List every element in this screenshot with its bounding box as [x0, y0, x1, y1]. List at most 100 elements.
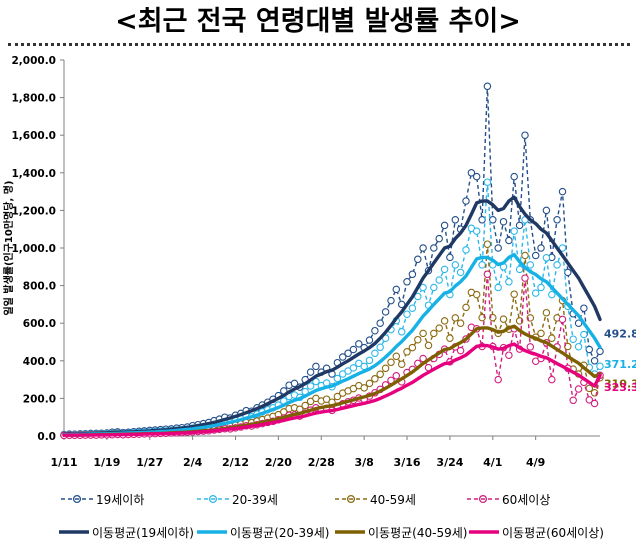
data-point	[403, 348, 411, 356]
data-point	[564, 342, 572, 351]
legend-item-60plus: 60세이상	[466, 487, 550, 511]
x-tick-label: 4/1	[483, 456, 502, 469]
data-point	[414, 292, 422, 301]
data-point	[596, 362, 604, 371]
end-value-label: 492.8	[604, 327, 636, 340]
legend-item-40-59: 40-59세	[334, 487, 416, 511]
data-point	[548, 375, 556, 384]
data-point	[446, 334, 454, 342]
data-point	[531, 251, 540, 260]
legend-swatch-ma-u19	[59, 530, 89, 534]
data-point	[376, 319, 384, 327]
legend-swatch-ma-60plus	[469, 530, 499, 534]
data-point	[301, 401, 309, 410]
legend-item-ma-u19: 이동평균(19세이하)	[58, 520, 194, 544]
data-point	[376, 343, 384, 352]
series-line	[63, 181, 601, 436]
data-point	[371, 375, 379, 383]
data-point	[467, 169, 476, 177]
y-tick-label: 2,000.0	[11, 55, 56, 67]
data-point	[451, 216, 460, 224]
data-point	[558, 187, 567, 196]
data-point	[548, 334, 556, 342]
data-point	[446, 253, 454, 262]
data-point	[462, 303, 470, 312]
data-point	[494, 375, 502, 384]
data-point	[483, 240, 492, 248]
data-point	[419, 283, 427, 292]
legend-item-ma-40-59: 이동평균(40-59세)	[334, 520, 467, 544]
data-point	[590, 399, 599, 408]
data-point	[333, 374, 342, 383]
data-point	[553, 216, 561, 224]
end-value-label: 323.3	[604, 381, 636, 394]
data-point	[306, 368, 315, 376]
x-tick-label: 2/12	[222, 456, 249, 469]
data-point	[397, 360, 406, 368]
data-point	[456, 319, 465, 327]
y-tick-label: 1,800.0	[11, 93, 56, 105]
data-point	[306, 382, 315, 390]
data-point	[333, 392, 342, 401]
data-point	[430, 283, 438, 292]
data-point	[585, 396, 594, 404]
data-point	[435, 276, 443, 284]
data-point	[387, 358, 395, 367]
data-point	[494, 283, 502, 292]
data-point	[435, 324, 443, 332]
legend-item-ma-60plus: 이동평균(60세이상)	[468, 520, 604, 544]
legend-row-series: 19세이하 20-39세 40-59세 60세이상	[0, 487, 636, 511]
data-point	[462, 197, 470, 205]
end-value-label: 371.2	[604, 358, 636, 371]
data-point	[312, 362, 320, 371]
legend-swatch-ma-40-59	[335, 530, 365, 534]
data-point	[558, 315, 567, 324]
data-point	[515, 221, 524, 230]
y-tick-label: 1,600.0	[11, 130, 56, 142]
x-tick-label: 2/20	[265, 456, 292, 469]
data-point	[451, 314, 460, 322]
data-point	[580, 304, 588, 312]
data-point	[521, 131, 529, 139]
data-point	[462, 246, 470, 254]
data-point	[403, 310, 411, 318]
data-point	[483, 178, 492, 186]
data-point	[483, 270, 492, 279]
y-axis-title: 일일 발생률(인구10만명당, 명)	[2, 180, 15, 315]
data-point	[505, 278, 513, 286]
data-point	[419, 329, 427, 338]
data-point	[564, 268, 572, 277]
data-point	[478, 261, 486, 269]
data-point	[456, 268, 465, 277]
data-point	[381, 308, 390, 316]
data-point	[408, 270, 417, 279]
data-point	[365, 356, 374, 365]
data-point	[456, 346, 465, 355]
data-point	[499, 217, 508, 226]
legend-row-moving-average: 이동평균(19세이하) 이동평균(20-39세) 이동평균(40-59세) 이동…	[0, 520, 636, 544]
data-point	[521, 251, 529, 260]
y-tick-label: 600.0	[23, 318, 56, 330]
data-point	[590, 357, 599, 365]
data-point	[596, 347, 604, 356]
x-tick-label: 2/28	[308, 456, 335, 469]
data-point	[505, 236, 513, 245]
data-point	[290, 379, 299, 388]
legend-label-ma-u19: 이동평균(19세이하)	[92, 525, 194, 540]
data-point	[365, 336, 374, 344]
legend-label-ma-60plus: 이동평균(60세이상)	[502, 525, 604, 540]
legend-swatch-u19	[61, 494, 93, 504]
data-point	[408, 304, 417, 312]
data-point	[569, 335, 577, 343]
data-point	[510, 290, 518, 298]
data-point	[360, 384, 368, 392]
data-point	[430, 244, 438, 252]
data-point	[537, 329, 545, 338]
legend-label-u19: 19세이하	[96, 492, 145, 507]
data-point	[537, 244, 545, 252]
x-tick-label: 3/8	[354, 456, 373, 469]
data-point	[531, 289, 540, 297]
data-point	[414, 255, 422, 264]
series-4-daily	[60, 270, 604, 440]
data-point	[414, 335, 422, 344]
